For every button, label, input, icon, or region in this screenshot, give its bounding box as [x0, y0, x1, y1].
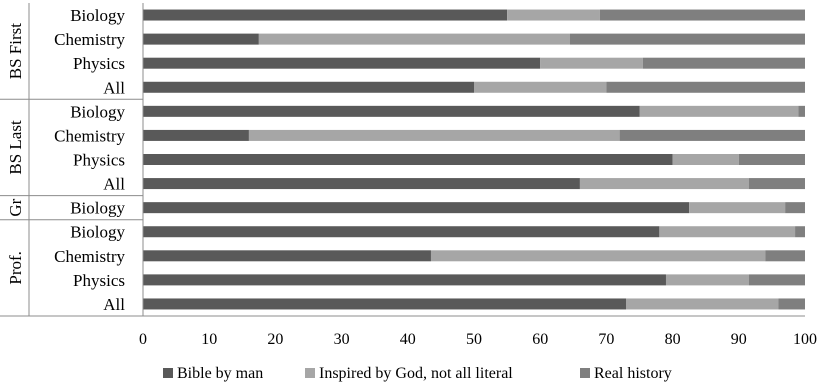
legend-swatch-1	[163, 368, 173, 378]
bar-segment-3-row-7	[738, 154, 805, 165]
legend-label-1: Bible by man	[177, 365, 263, 382]
x-tick-label: 60	[532, 331, 548, 348]
x-tick-label: 90	[731, 331, 747, 348]
category-label: All	[103, 295, 125, 314]
bar-segment-1-row-1	[143, 9, 508, 21]
bar-segment-2-row-9	[689, 202, 786, 214]
group-label: Gr	[6, 198, 25, 216]
x-tick-label: 40	[400, 331, 416, 348]
bar-segment-3-row-4	[606, 81, 805, 93]
category-label: Chemistry	[54, 30, 125, 49]
category-label: Chemistry	[54, 126, 125, 145]
bar-segment-1-row-4	[143, 81, 474, 93]
bar-segment-3-row-12	[748, 274, 805, 286]
bar-segment-1-row-12	[143, 274, 666, 286]
bar-segment-1-row-2	[143, 33, 259, 45]
plot-area	[143, 9, 805, 310]
bar-segment-2-row-11	[430, 250, 766, 262]
x-tick-label: 30	[334, 331, 350, 348]
category-label: All	[103, 175, 125, 194]
bar-segment-2-row-2	[258, 33, 570, 45]
group-label: BS First	[6, 23, 25, 79]
bar-segment-3-row-13	[778, 298, 805, 310]
group-label: BS Last	[6, 120, 25, 175]
category-label: Biology	[70, 223, 125, 242]
axes: 0 10 20 30 40 50 60 70 80 90 100	[139, 3, 817, 348]
x-tick-label: 100	[793, 331, 817, 348]
bar-segment-1-row-11	[143, 250, 431, 262]
category-label: Chemistry	[54, 247, 125, 266]
x-tick-label: 0	[139, 331, 147, 348]
bar-segment-3-row-5	[798, 105, 805, 117]
x-tick-label: 50	[466, 331, 482, 348]
bar-segment-1-row-10	[143, 226, 660, 238]
bar-segment-2-row-12	[665, 274, 749, 286]
category-label: Physics	[73, 54, 125, 73]
bar-segment-1-row-6	[143, 129, 249, 141]
bar-segment-3-row-8	[748, 178, 805, 190]
x-tick-label: 10	[201, 331, 217, 348]
bar-segment-3-row-10	[795, 226, 805, 238]
bar-segment-2-row-13	[626, 298, 779, 310]
bar-segment-2-row-7	[672, 154, 739, 165]
bar-segment-3-row-6	[619, 129, 805, 141]
legend-label-3: Real history	[594, 365, 672, 382]
bar-segment-1-row-9	[143, 202, 690, 214]
category-label: All	[103, 78, 125, 97]
bar-segment-3-row-2	[569, 33, 805, 45]
category-labels: Biology Chemistry Physics All Biology Chemist…	[0, 3, 143, 317]
bar-segment-1-row-13	[143, 298, 627, 310]
bar-segment-1-row-8	[143, 178, 580, 190]
category-label: Biology	[70, 6, 125, 25]
bar-segment-3-row-11	[765, 250, 805, 262]
bar-segment-3-row-1	[599, 9, 805, 21]
category-label: Biology	[70, 199, 125, 218]
bar-segment-2-row-3	[540, 57, 643, 69]
x-tick-label: 20	[267, 331, 283, 348]
bar-segment-1-row-5	[143, 105, 640, 117]
category-label: Physics	[73, 271, 125, 290]
bar-segment-2-row-8	[579, 178, 749, 190]
legend: Bible by man Inspired by God, not all lit…	[163, 365, 672, 382]
bar-segment-2-row-5	[639, 105, 799, 117]
legend-label-2: Inspired by God, not all literal	[319, 365, 513, 382]
bar-segment-2-row-1	[507, 9, 600, 21]
bar-segment-2-row-6	[248, 129, 620, 141]
bar-segment-1-row-7	[143, 154, 673, 165]
group-label: Prof.	[6, 251, 25, 285]
legend-swatch-2	[305, 368, 315, 378]
legend-swatch-3	[580, 368, 590, 378]
bar-segment-2-row-10	[659, 226, 796, 238]
bar-segment-1-row-3	[143, 57, 541, 69]
x-tick-label: 80	[665, 331, 681, 348]
bar-segment-3-row-3	[642, 57, 805, 69]
category-label: Biology	[70, 102, 125, 121]
category-label: Physics	[73, 151, 125, 170]
bar-segment-2-row-4	[474, 81, 607, 93]
x-tick-label: 70	[598, 331, 614, 348]
bar-segment-3-row-9	[785, 202, 805, 214]
